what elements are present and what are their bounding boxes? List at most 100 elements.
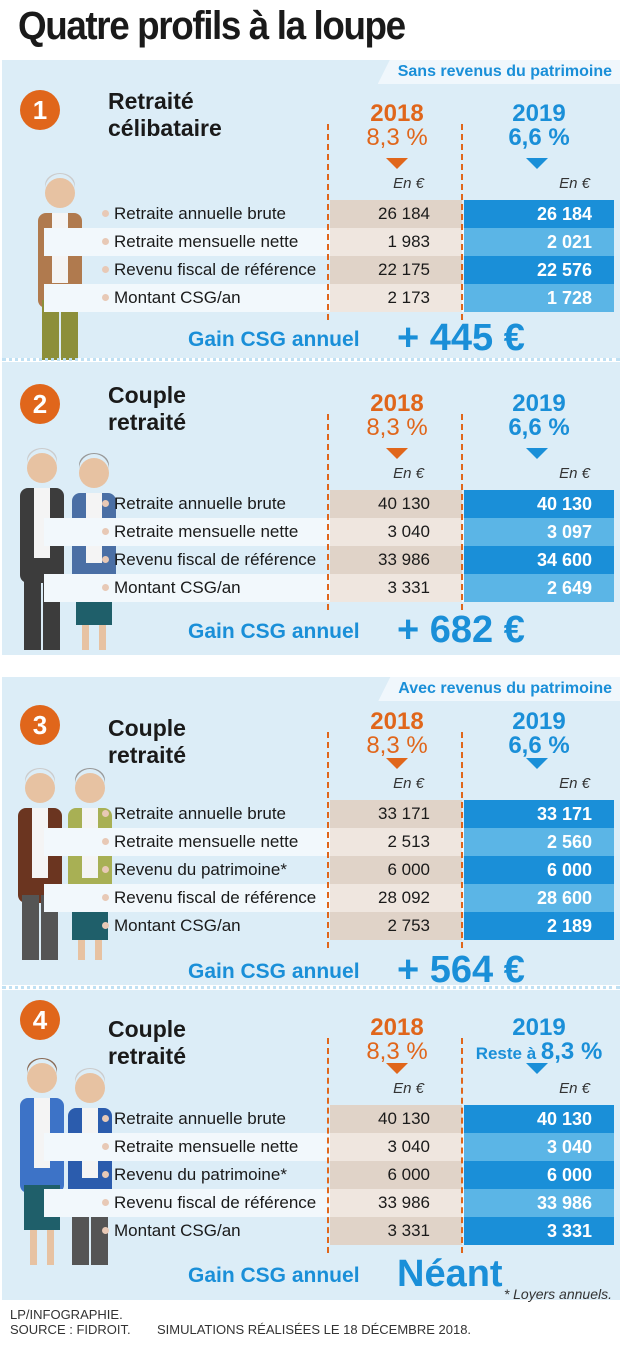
column-divider [327,124,329,320]
year-label: 2018 [370,708,424,735]
column-divider [461,414,463,610]
year-2019-header: 2019 6,6 % [464,392,614,440]
table-row: Revenu fiscal de référence 28 092 28 600 [44,884,614,912]
profile-number-badge: 4 [20,1000,60,1040]
row-label-text: Retraite mensuelle nette [114,522,299,541]
section-banner: Sans revenus du patrimoine [377,60,620,84]
year-2018-header: 2018 8,3 % [332,102,462,150]
column-divider [461,732,463,948]
rate-2018: 8,3 % [366,124,428,151]
profile-panel: 2 Couple retraité 2018 8,3 % 2019 6,6 % En € En … [2,362,620,687]
year-label: 2019 [512,708,566,735]
table-row: Retraite annuelle brute 40 130 40 130 [44,1105,614,1133]
rate-2019-line: 6,6 % [464,126,614,150]
bullet-icon [102,810,109,817]
value-2019: 2 560 [464,828,614,856]
value-2018: 6 000 [330,1161,462,1189]
row-label: Montant CSG/an [102,1221,241,1241]
bullet-icon [102,528,109,535]
row-label: Revenu fiscal de référence [102,888,317,908]
profile-title: Couple retraité [108,715,186,769]
bullet-icon [102,922,109,929]
column-divider [461,1038,463,1253]
column-divider [461,124,463,320]
arrow-down-icon [526,758,548,769]
year-2019-header: 2019 6,6 % [464,710,614,758]
row-label-text: Retraite mensuelle nette [114,232,299,251]
rate-2019-line: 6,6 % [464,416,614,440]
value-2019: 2 649 [464,574,614,602]
source: SOURCE : FIDROIT. [10,1322,131,1337]
value-2019: 3 040 [464,1133,614,1161]
value-2018: 2 513 [330,828,462,856]
rate-2019: 6,6 % [508,124,570,151]
bullet-icon [102,894,109,901]
gain-label: Gain CSG annuel [188,620,360,643]
value-2018: 3 040 [330,1133,462,1161]
arrow-down-icon [386,448,408,459]
row-label-text: Revenu du patrimoine* [114,860,287,879]
table-row: Revenu fiscal de référence 33 986 34 600 [44,546,614,574]
value-2019: 28 600 [464,884,614,912]
credit: LP/INFOGRAPHIE. [10,1307,123,1322]
unit-label: En € [559,465,590,482]
value-2019: 2 021 [464,228,614,256]
table-row: Revenu du patrimoine* 6 000 6 000 [44,1161,614,1189]
unit-label: En € [393,1080,424,1097]
profile-title-line: Couple [108,382,186,408]
gain-value: + 682 € [397,609,525,651]
value-2019: 40 130 [464,490,614,518]
row-label: Retraite annuelle brute [102,494,286,514]
row-label: Revenu du patrimoine* [102,1165,287,1185]
bullet-icon [102,838,109,845]
row-label: Retraite mensuelle nette [102,832,298,852]
profile-number-badge: 2 [20,384,60,424]
rate-2018: 8,3 % [366,732,428,759]
row-label: Montant CSG/an [102,916,241,936]
bullet-icon [102,1115,109,1122]
rate-2019: 8,3 % [540,1038,603,1065]
row-label: Revenu fiscal de référence [102,1193,317,1213]
table-row: Retraite mensuelle nette 3 040 3 040 [44,1133,614,1161]
profile-panel: 4 Couple retraité 2018 8,3 % 2019 Reste à 8,3 … [2,990,620,1307]
footnote: * Loyers annuels. [503,1286,612,1302]
bullet-icon [102,584,109,591]
profile-title: Retraité célibataire [108,88,222,142]
row-label-text: Retraite mensuelle nette [114,1137,299,1156]
value-2018: 26 184 [330,200,462,228]
profile-title-line: retraité [108,409,186,435]
unit-label: En € [393,175,424,192]
profile-title-line: Couple [108,715,186,741]
year-label: 2019 [512,1014,566,1041]
value-2019: 33 171 [464,800,614,828]
row-label: Retraite mensuelle nette [102,1137,299,1157]
value-2019: 6 000 [464,1161,614,1189]
profile-title: Couple retraité [108,1016,186,1070]
row-label-text: Retraite annuelle brute [114,1109,287,1128]
row-label: Montant CSG/an [102,578,241,598]
illustration-people [2,1015,122,1307]
bullet-icon [102,500,109,507]
gain-label: Gain CSG annuel [188,1264,360,1287]
value-2018: 3 331 [330,1217,462,1245]
row-label-text: Revenu fiscal de référence [114,1193,317,1212]
profile-title-line: retraité [108,742,186,768]
profile-number-badge: 1 [20,90,60,130]
row-label-text: Montant CSG/an [114,288,241,307]
table-row: Revenu du patrimoine* 6 000 6 000 [44,856,614,884]
value-2018: 1 983 [330,228,462,256]
value-2018: 28 092 [330,884,462,912]
rate-2019-line: 6,6 % [464,734,614,758]
value-2019: 26 184 [464,200,614,228]
value-2018: 2 173 [330,284,462,312]
arrow-down-icon [526,1063,548,1074]
row-label: Montant CSG/an [102,288,241,308]
row-label-text: Revenu fiscal de référence [114,888,317,907]
profile-panel: Avec revenus du patrimoine 3 Couple retrait… [2,677,620,1007]
value-2019: 40 130 [464,1105,614,1133]
bullet-icon [102,1143,109,1150]
row-label: Retraite mensuelle nette [102,232,299,252]
value-2018: 33 986 [330,1189,462,1217]
table-row: Retraite annuelle brute 26 184 26 184 [44,200,614,228]
column-divider [327,1038,329,1253]
